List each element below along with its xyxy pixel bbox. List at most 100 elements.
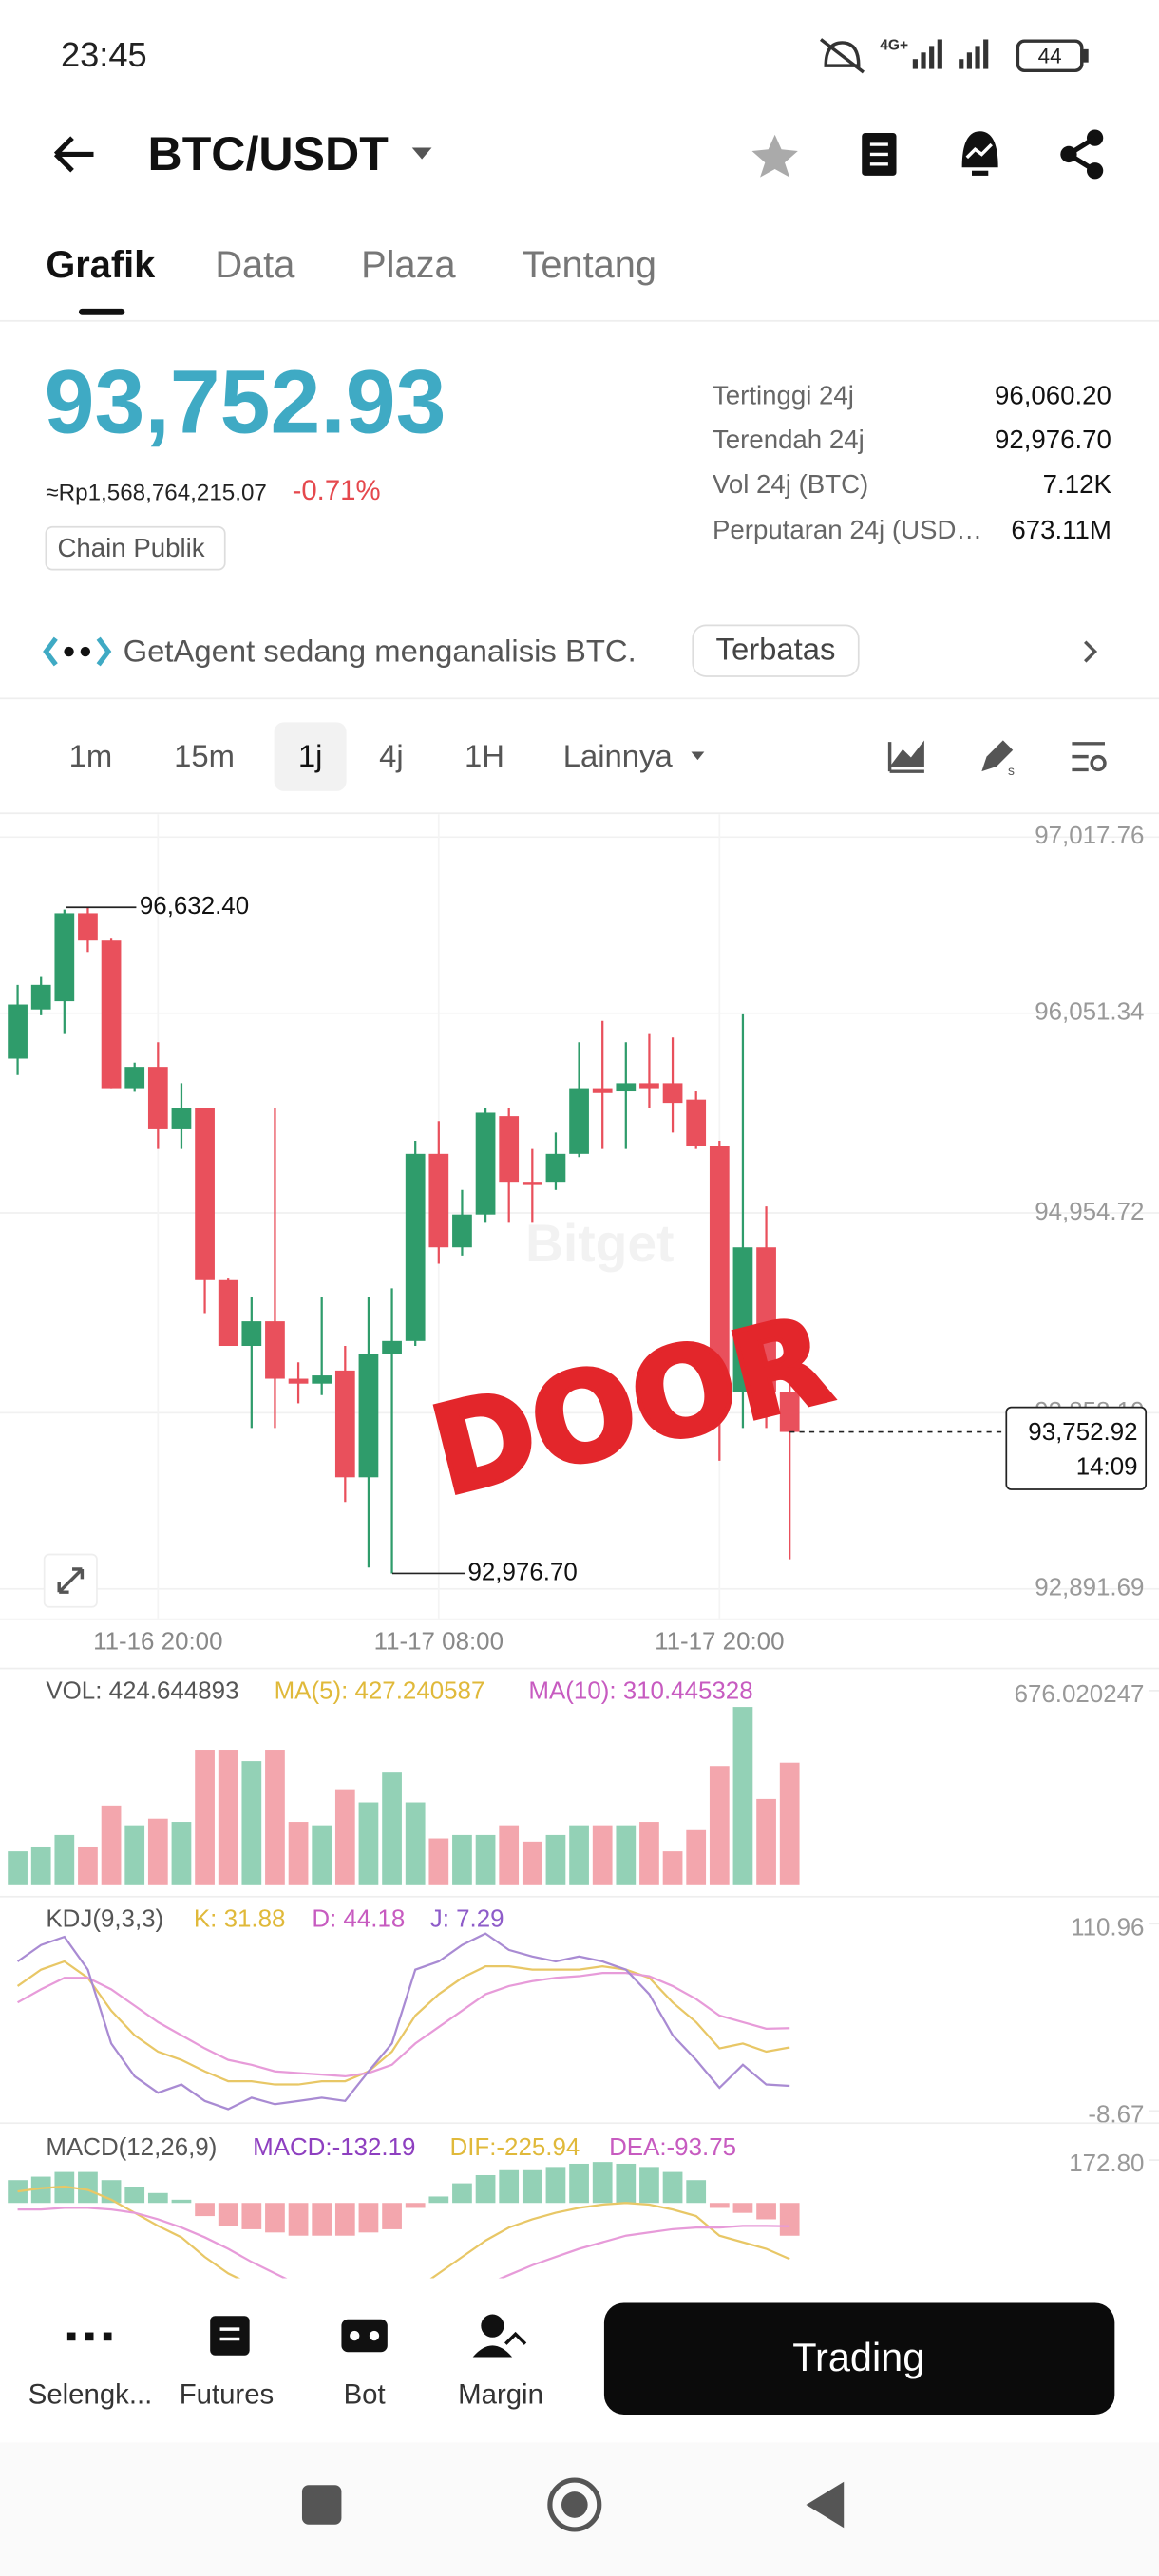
interval-selected-bg <box>274 722 347 791</box>
volume-bar <box>756 1798 776 1885</box>
stat-value: 92,976.70 <box>995 425 1112 454</box>
stat-value: 673.11M <box>1011 515 1111 544</box>
macd-bar <box>382 2203 402 2229</box>
candle-body <box>686 1099 707 1146</box>
volume-bar <box>428 1838 449 1885</box>
nav-label[interactable]: Selengk... <box>28 2379 153 2411</box>
nav-label[interactable]: Bot <box>344 2379 386 2411</box>
tab-active[interactable]: Grafik <box>46 244 156 286</box>
volume-bar <box>218 1750 238 1885</box>
indicator-label: VOL: 424.644893 <box>46 1677 238 1704</box>
tab-indicator <box>78 308 125 315</box>
margin-icon[interactable] <box>472 2314 527 2358</box>
y-tick-label: 92,891.69 <box>1035 1575 1144 1601</box>
volume-bar <box>709 1766 730 1885</box>
pair-title[interactable]: BTC/USDT <box>148 127 390 180</box>
expand-icon[interactable] <box>43 1553 98 1608</box>
trade-button-label[interactable]: Trading <box>792 2335 924 2379</box>
candle-body <box>592 1088 613 1093</box>
price-change: -0.71% <box>293 475 381 506</box>
macd-bar <box>218 2203 238 2226</box>
tab[interactable]: Plaza <box>361 244 456 286</box>
stat-label: Terendah 24j <box>712 425 864 454</box>
indicator-label: DIF:-225.94 <box>449 2134 580 2161</box>
fiat-price: ≈Rp1,568,764,215.07 <box>46 481 266 506</box>
network-label: 4G+ <box>880 37 908 53</box>
alert-icon[interactable] <box>961 131 998 176</box>
macd-bar <box>78 2171 98 2204</box>
stat-label: Perputaran 24j (USD… <box>712 515 982 544</box>
chain-badge[interactable]: Chain Publik <box>57 533 204 562</box>
agent-badge[interactable]: Terbatas <box>716 632 836 667</box>
y-tick-label: 172.80 <box>1069 2150 1144 2177</box>
y-tick-label: -8.67 <box>1088 2101 1144 2128</box>
agent-badge-box[interactable] <box>692 624 860 677</box>
trade-button[interactable] <box>603 2302 1115 2415</box>
indicator-label: MACD:-132.19 <box>253 2134 415 2161</box>
bot-icon[interactable] <box>341 2319 388 2353</box>
macd-line <box>17 2207 790 2279</box>
chain-badge-box[interactable] <box>45 525 226 571</box>
volume-bar <box>265 1750 285 1885</box>
macd-bar <box>592 2162 613 2204</box>
interval[interactable]: 1m <box>69 738 113 773</box>
candle-body <box>639 1083 659 1089</box>
divider <box>0 812 1159 815</box>
draw-icon[interactable]: s <box>981 740 1015 778</box>
candle-body <box>288 1378 309 1384</box>
macd-bar <box>405 2203 426 2208</box>
candle-body <box>382 1340 402 1354</box>
macd-bar <box>616 2163 636 2204</box>
settings-icon[interactable] <box>1072 742 1107 772</box>
pair-dropdown[interactable] <box>411 147 432 160</box>
macd-bar <box>8 2180 28 2204</box>
volume-bar <box>779 1762 800 1885</box>
last-price-time: 14:09 <box>1076 1453 1138 1480</box>
volume-bar <box>241 1761 262 1885</box>
macd-bar <box>662 2171 683 2204</box>
y-tick-label: 97,017.76 <box>1035 823 1144 849</box>
nav-label[interactable]: Margin <box>458 2379 543 2411</box>
volume-bar <box>616 1825 636 1885</box>
candle-body <box>522 1182 542 1185</box>
home-button[interactable] <box>547 2477 602 2532</box>
futures-icon[interactable] <box>210 2316 250 2356</box>
indicator-label: J: 7.29 <box>430 1906 504 1933</box>
candle-body <box>499 1116 520 1183</box>
tab[interactable]: Tentang <box>522 244 656 286</box>
volume-bar <box>30 1846 51 1885</box>
interval[interactable]: 1H <box>465 738 504 773</box>
candle-body <box>312 1375 332 1384</box>
more-icon[interactable] <box>66 2332 112 2341</box>
candle-body <box>616 1083 636 1092</box>
stat-value: 7.12K <box>1043 469 1112 499</box>
agent-text[interactable]: GetAgent sedang menganalisis BTC. <box>124 633 636 668</box>
chevron[interactable] <box>1084 640 1098 663</box>
candle-body <box>171 1108 192 1129</box>
candle-body <box>147 1067 168 1129</box>
back-nav-button[interactable] <box>806 2481 845 2529</box>
interval[interactable]: 4j <box>379 738 404 773</box>
volume-bar <box>288 1822 309 1885</box>
back-button[interactable] <box>53 136 94 173</box>
interval-active[interactable]: 1j <box>298 738 323 773</box>
candle-body <box>756 1247 776 1392</box>
agent-icon <box>43 636 112 667</box>
share-icon[interactable] <box>1060 129 1104 180</box>
indicator-line <box>17 1971 790 2078</box>
candle-body <box>195 1108 215 1280</box>
nav-label[interactable]: Futures <box>180 2379 275 2411</box>
tab[interactable]: Data <box>215 244 295 286</box>
volume-bar <box>54 1834 75 1885</box>
interval[interactable]: Lainnya <box>563 738 674 773</box>
divider <box>0 319 1159 322</box>
notes-icon[interactable] <box>862 132 897 176</box>
more-caret[interactable] <box>691 751 705 761</box>
favorite-icon[interactable] <box>751 134 798 178</box>
chart-type-icon[interactable] <box>887 740 924 773</box>
candle-body <box>405 1153 426 1341</box>
interval[interactable]: 15m <box>174 738 235 773</box>
recents-button[interactable] <box>301 2485 342 2525</box>
candle-body <box>241 1321 262 1347</box>
